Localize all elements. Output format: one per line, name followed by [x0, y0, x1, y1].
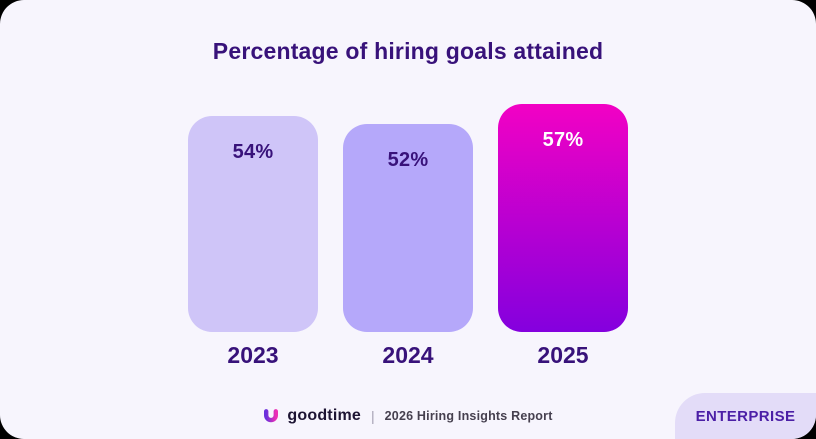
enterprise-badge: ENTERPRISE — [675, 393, 816, 439]
bar-2025: 57% — [498, 104, 628, 332]
x-axis-label-2023: 2023 — [227, 342, 279, 368]
bar-column-2023: 54% 2023 — [188, 116, 318, 369]
goodtime-logo-icon — [263, 408, 279, 424]
chart-title: Percentage of hiring goals attained — [212, 38, 604, 64]
bar-value-label: 52% — [387, 149, 429, 171]
footer-divider: | — [371, 408, 375, 424]
bar-column-2024: 52% 2024 — [343, 124, 473, 369]
bar-value-label: 57% — [542, 129, 584, 151]
bar-2024: 52% — [343, 124, 473, 332]
enterprise-badge-label: ENTERPRISE — [695, 407, 796, 425]
x-axis-label-2024: 2024 — [382, 342, 434, 368]
x-axis-label-2025: 2025 — [537, 342, 589, 368]
report-name: 2026 Hiring Insights Report — [384, 409, 553, 423]
bar-chart: 54% 2023 52% 2024 57% 2025 — [0, 104, 816, 369]
bar-value-label: 54% — [232, 141, 274, 163]
bar-2023: 54% — [188, 116, 318, 332]
footer: goodtime | 2026 Hiring Insights Report — [0, 407, 816, 425]
bar-column-2025: 57% 2025 — [498, 104, 628, 369]
brand-wordmark: goodtime — [287, 407, 361, 424]
